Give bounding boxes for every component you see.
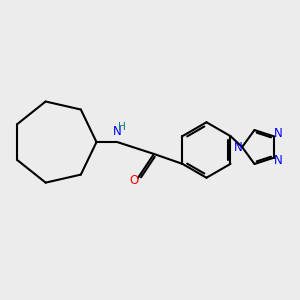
Text: N: N (274, 154, 282, 166)
Text: N: N (233, 140, 242, 154)
Text: H: H (118, 122, 126, 132)
Text: N: N (274, 128, 282, 140)
Text: O: O (130, 174, 139, 187)
Text: N: N (113, 125, 122, 138)
